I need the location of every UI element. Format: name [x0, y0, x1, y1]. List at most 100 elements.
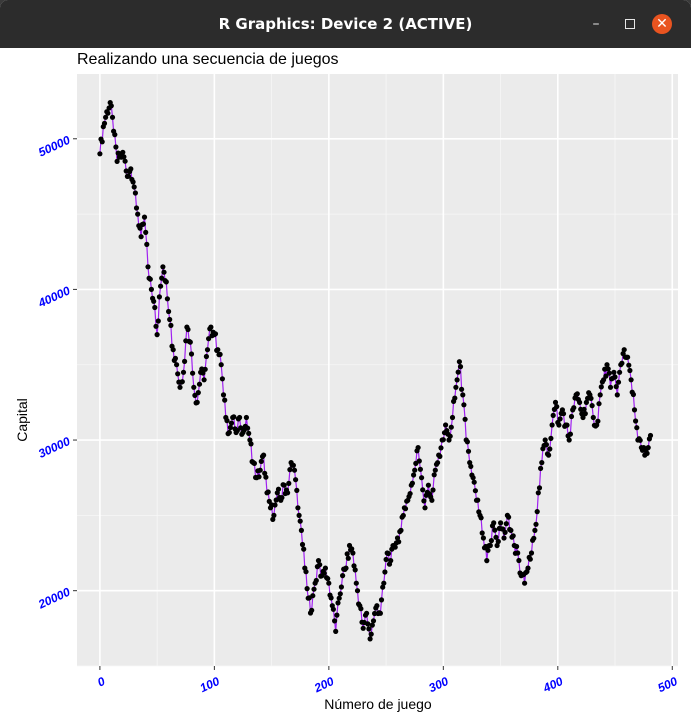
- data-point: [338, 584, 344, 590]
- data-point: [532, 527, 538, 533]
- data-point: [350, 550, 356, 556]
- data-point: [219, 376, 225, 382]
- data-point: [515, 550, 521, 556]
- data-point: [151, 298, 157, 304]
- data-point: [370, 618, 377, 624]
- data-point: [222, 397, 228, 403]
- data-point: [144, 241, 150, 247]
- data-point: [452, 395, 458, 401]
- data-point: [617, 369, 623, 375]
- data-point: [471, 479, 477, 485]
- data-point: [456, 359, 462, 365]
- data-point: [294, 487, 300, 493]
- data-point: [583, 399, 590, 405]
- data-point: [326, 580, 332, 586]
- data-point: [188, 351, 195, 357]
- data-point: [303, 569, 309, 575]
- data-point: [161, 269, 167, 275]
- data-point: [152, 304, 158, 311]
- data-point: [167, 316, 173, 323]
- data-point: [468, 463, 474, 469]
- data-point: [311, 586, 317, 592]
- minimize-icon[interactable]: –: [592, 16, 600, 32]
- data-point: [366, 626, 372, 632]
- data-point: [279, 495, 285, 501]
- data-point: [290, 462, 296, 468]
- data-point: [633, 418, 639, 424]
- data-point: [315, 558, 322, 564]
- close-icon[interactable]: ✕: [652, 14, 672, 34]
- data-point: [595, 418, 601, 424]
- data-point: [321, 570, 327, 576]
- data-point: [464, 439, 470, 445]
- data-point: [251, 460, 257, 466]
- data-point: [571, 405, 577, 411]
- data-point: [495, 538, 501, 545]
- data-point: [256, 474, 262, 480]
- data-point: [286, 480, 292, 486]
- data-point: [285, 490, 291, 496]
- maximize-icon[interactable]: [620, 14, 640, 34]
- data-point: [488, 538, 494, 544]
- series-points: [97, 100, 654, 642]
- data-point: [400, 512, 406, 519]
- data-point: [105, 110, 111, 116]
- data-point: [510, 533, 516, 539]
- data-point: [459, 386, 465, 392]
- data-point: [202, 366, 208, 372]
- data-point: [461, 402, 467, 408]
- data-point: [377, 610, 383, 616]
- data-point: [334, 612, 340, 618]
- data-point: [130, 179, 136, 185]
- x-axis-title: Número de juego: [324, 696, 432, 712]
- data-point: [533, 521, 539, 527]
- data-point: [131, 184, 137, 190]
- data-point: [606, 370, 612, 376]
- data-point: [263, 474, 269, 480]
- data-point: [546, 452, 552, 458]
- data-point: [577, 399, 583, 405]
- data-point: [644, 450, 650, 456]
- data-point: [598, 384, 604, 390]
- title-bar[interactable]: R Graphics: Device 2 (ACTIVE) – ✕: [0, 0, 691, 48]
- data-point: [419, 475, 425, 481]
- data-point: [148, 286, 154, 292]
- data-point: [472, 488, 478, 494]
- data-point: [645, 445, 651, 451]
- data-point: [630, 391, 637, 398]
- data-point: [133, 205, 140, 211]
- data-point: [185, 326, 191, 333]
- data-point: [228, 420, 235, 426]
- data-point: [612, 374, 618, 380]
- data-point: [299, 541, 306, 548]
- data-point: [141, 214, 148, 220]
- data-point: [479, 530, 485, 536]
- data-point: [429, 497, 435, 503]
- data-point: [160, 264, 166, 270]
- data-point: [492, 527, 498, 533]
- data-point: [430, 487, 436, 493]
- data-point: [539, 460, 545, 466]
- data-point: [550, 412, 556, 418]
- data-point: [613, 384, 619, 390]
- data-point: [527, 556, 533, 562]
- data-point: [589, 403, 595, 409]
- data-point: [298, 527, 304, 533]
- data-point: [206, 336, 212, 342]
- data-point: [547, 446, 553, 452]
- data-point: [382, 569, 388, 575]
- data-point: [522, 580, 528, 586]
- data-point: [412, 467, 418, 473]
- data-point: [580, 414, 586, 421]
- data-point: [556, 422, 562, 428]
- data-point: [257, 467, 263, 473]
- plot-canvas: Realizando una secuencia de juegos 20000…: [0, 48, 691, 728]
- data-point: [226, 429, 232, 436]
- y-axis-title: Capital: [14, 398, 30, 442]
- data-point: [295, 505, 301, 511]
- data-point: [275, 486, 282, 492]
- data-point: [296, 512, 302, 518]
- data-point: [227, 424, 233, 431]
- data-point: [475, 497, 481, 503]
